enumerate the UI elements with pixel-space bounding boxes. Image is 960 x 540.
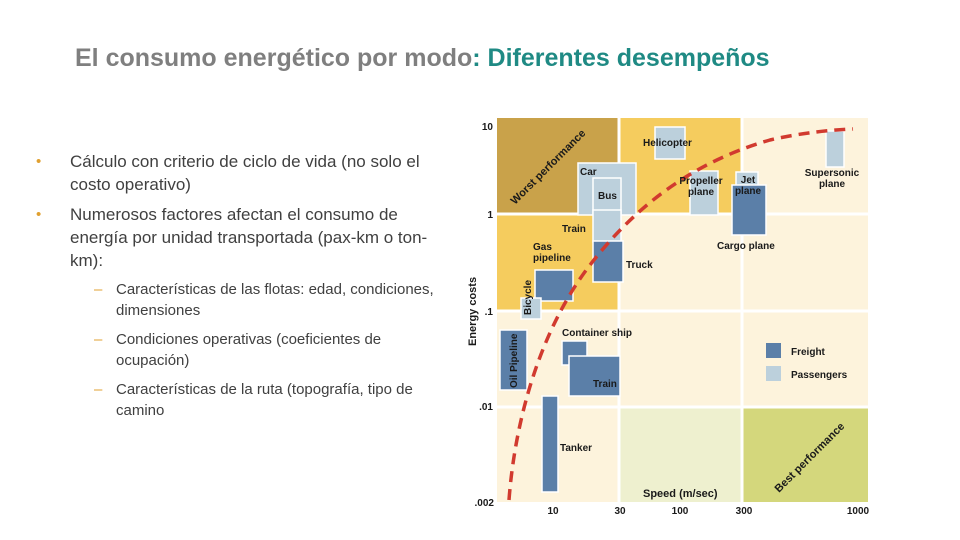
performance-frontier-curve bbox=[507, 127, 854, 501]
bicycle-box bbox=[520, 297, 542, 320]
label-bus: Bus bbox=[598, 191, 617, 202]
label-container-ship: Container ship bbox=[562, 328, 632, 339]
label-train-freight: Train bbox=[593, 379, 617, 390]
label-propeller-plane: Propeller plane bbox=[679, 176, 722, 198]
cargo-plane-box bbox=[731, 184, 767, 236]
helicopter-box bbox=[654, 126, 686, 160]
cell bbox=[619, 214, 742, 311]
y-tick: .1 bbox=[485, 307, 494, 318]
label-train-passenger: Train bbox=[562, 224, 586, 235]
x-tick: 1000 bbox=[847, 506, 870, 517]
page-title: El consumo energético por modo: Diferent… bbox=[75, 44, 770, 73]
sub-bullet-item: Condiciones operativas (coeficientes de … bbox=[36, 329, 436, 371]
x-tick: 30 bbox=[614, 506, 626, 517]
bullet-item: Cálculo con criterio de ciclo de vida (n… bbox=[36, 150, 436, 196]
tanker-box bbox=[541, 395, 559, 493]
x-tick: 100 bbox=[672, 506, 689, 517]
label-tanker: Tanker bbox=[560, 443, 592, 454]
legend-label-freight: Freight bbox=[791, 347, 826, 358]
label-oil-pipeline: Oil Pipeline bbox=[509, 333, 520, 388]
label-truck: Truck bbox=[626, 260, 653, 271]
legend-swatch-freight bbox=[766, 343, 781, 358]
x-tick: 10 bbox=[547, 506, 559, 517]
truck-box bbox=[592, 240, 624, 283]
label-car: Car bbox=[580, 167, 597, 178]
label-supersonic-plane: Supersonic plane bbox=[805, 168, 860, 190]
energy-speed-diagram: Helicopter Car Bus Train Cargo plane Tru… bbox=[467, 118, 870, 517]
label-gas-pipeline: Gas pipeline bbox=[533, 242, 571, 264]
sub-bullet-item: Características de la ruta (topografía, … bbox=[36, 379, 436, 421]
bus-box bbox=[592, 177, 622, 215]
cell bbox=[619, 311, 742, 407]
title-highlight: : Diferentes desempeños bbox=[472, 44, 770, 72]
propeller-plane-box bbox=[689, 170, 719, 216]
label-jet-plane: Jet plane bbox=[735, 175, 762, 197]
legend-label-passengers: Passengers bbox=[791, 370, 848, 381]
cell bbox=[619, 407, 742, 502]
y-tick: .01 bbox=[479, 402, 493, 413]
train-passenger-box bbox=[592, 209, 622, 243]
label-cargo-plane: Cargo plane bbox=[717, 241, 775, 252]
y-tick: 10 bbox=[482, 122, 494, 133]
y-tick: 1 bbox=[487, 210, 493, 221]
sub-bullet-item: Características de las flotas: edad, con… bbox=[36, 279, 436, 321]
cell-best-performance bbox=[742, 407, 868, 502]
x-tick: 300 bbox=[736, 506, 753, 517]
legend-swatch-passengers bbox=[766, 366, 781, 381]
y-axis-label: Energy costs bbox=[467, 277, 479, 346]
cell bbox=[742, 311, 868, 407]
train-freight-box bbox=[568, 355, 621, 397]
supersonic-plane-box bbox=[825, 130, 845, 168]
y-tick: .002 bbox=[475, 498, 495, 509]
x-axis-label: Speed (m/sec) bbox=[643, 488, 718, 500]
gas-pipeline-box bbox=[534, 269, 574, 302]
bullet-item: Numerosos factores afectan el consumo de… bbox=[36, 203, 436, 272]
bullet-list: Cálculo con criterio de ciclo de vida (n… bbox=[36, 150, 436, 429]
oil-pipeline-box bbox=[499, 329, 528, 391]
label-bicycle: Bicycle bbox=[523, 280, 534, 315]
title-main: El consumo energético por modo bbox=[75, 44, 473, 72]
label-helicopter: Helicopter bbox=[643, 138, 692, 149]
